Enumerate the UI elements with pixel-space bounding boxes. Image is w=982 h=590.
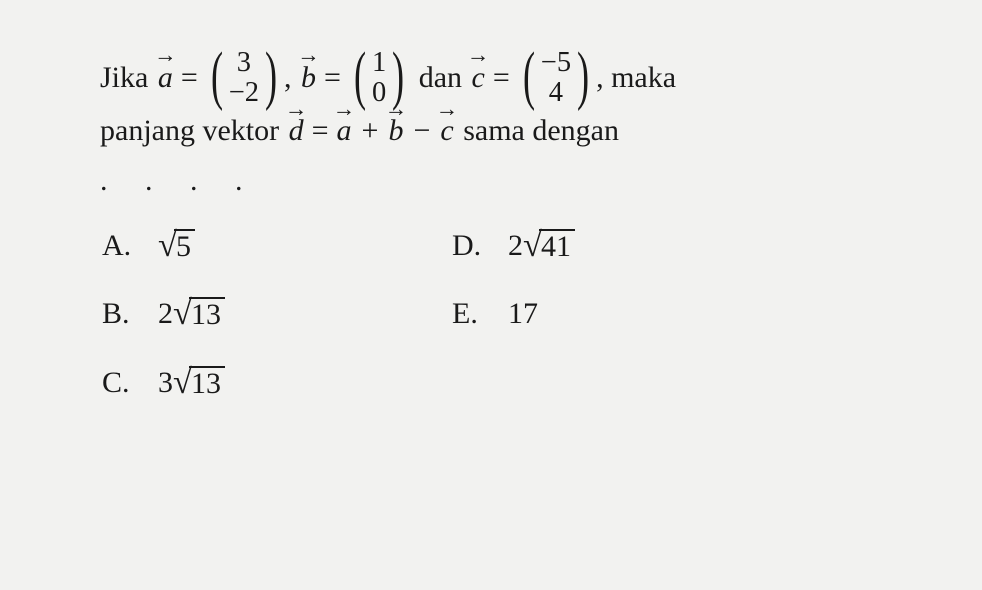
vector-c-symbol: c <box>472 55 485 102</box>
vector-c-entry-1: 4 <box>549 78 563 108</box>
option-d-coef: 2 <box>508 229 523 262</box>
vector-c-entry-0: −5 <box>541 48 571 78</box>
answer-options: A. √ 5 D. 2 √ 41 B. 2 √ 13 <box>102 223 912 407</box>
option-a-value: √ 5 <box>158 223 195 270</box>
option-b-value: 2 √ 13 <box>158 291 225 338</box>
question-block: Jika a = ( 3 −2 ) , b = ( 1 0 ) <box>100 48 912 205</box>
option-d-label: D. <box>452 223 486 270</box>
vector-a-symbol-rhs: a <box>337 108 352 155</box>
sqrt-icon: √ <box>173 298 192 329</box>
vector-a-column: ( 3 −2 ) <box>206 48 282 108</box>
option-d-value: 2 √ 41 <box>508 223 575 270</box>
right-paren-icon: ) <box>577 50 589 103</box>
vector-a-symbol: a <box>158 55 173 102</box>
vector-d-symbol: d <box>289 108 304 155</box>
left-paren-icon: ( <box>354 50 366 103</box>
plus-sign: + <box>362 108 379 155</box>
vector-a-entry-0: 3 <box>237 48 251 78</box>
equals-sign: = <box>312 108 329 155</box>
text-maka: , maka <box>596 55 676 102</box>
vector-a-entry-1: −2 <box>229 78 259 108</box>
vector-c-symbol-rhs: c <box>440 108 453 155</box>
vector-b-symbol-rhs: b <box>388 108 403 155</box>
option-d: D. 2 √ 41 <box>452 223 762 270</box>
text-jika: Jika <box>100 55 148 102</box>
equals-sign: = <box>181 55 198 102</box>
option-b-radicand: 13 <box>189 297 225 331</box>
option-a: A. √ 5 <box>102 223 412 270</box>
option-a-radicand: 5 <box>174 229 195 263</box>
option-b: B. 2 √ 13 <box>102 291 412 338</box>
option-e: E. 17 <box>452 291 762 338</box>
sqrt-icon: √ <box>173 367 192 398</box>
option-e-label: E. <box>452 291 486 338</box>
option-a-label: A. <box>102 223 136 270</box>
left-paren-icon: ( <box>523 50 535 103</box>
option-c: C. 3 √ 13 <box>102 360 412 407</box>
minus-sign: − <box>413 108 430 155</box>
option-c-value: 3 √ 13 <box>158 360 225 407</box>
option-e-value: 17 <box>508 291 538 338</box>
left-paren-icon: ( <box>211 50 223 103</box>
option-b-label: B. <box>102 291 136 338</box>
question-line-2: panjang vektor d = a + b − c sama dengan <box>100 108 912 155</box>
question-line-1: Jika a = ( 3 −2 ) , b = ( 1 0 ) <box>100 48 912 108</box>
vector-c-column: ( −5 4 ) <box>518 48 594 108</box>
option-b-coef: 2 <box>158 297 173 330</box>
math-problem-page: Jika a = ( 3 −2 ) , b = ( 1 0 ) <box>0 0 982 406</box>
option-d-radicand: 41 <box>539 229 575 263</box>
text-sama-dengan: sama dengan <box>463 108 619 155</box>
option-c-label: C. <box>102 360 136 407</box>
sqrt-icon: √ <box>158 230 177 261</box>
equals-sign: = <box>493 55 510 102</box>
vector-b-entry-0: 1 <box>372 48 386 78</box>
sqrt-icon: √ <box>523 230 542 261</box>
right-paren-icon: ) <box>265 50 277 103</box>
option-c-coef: 3 <box>158 366 173 399</box>
option-c-radicand: 13 <box>189 366 225 400</box>
text-panjang-vektor: panjang vektor <box>100 108 279 155</box>
ellipsis-dots: . . . . <box>100 158 912 205</box>
